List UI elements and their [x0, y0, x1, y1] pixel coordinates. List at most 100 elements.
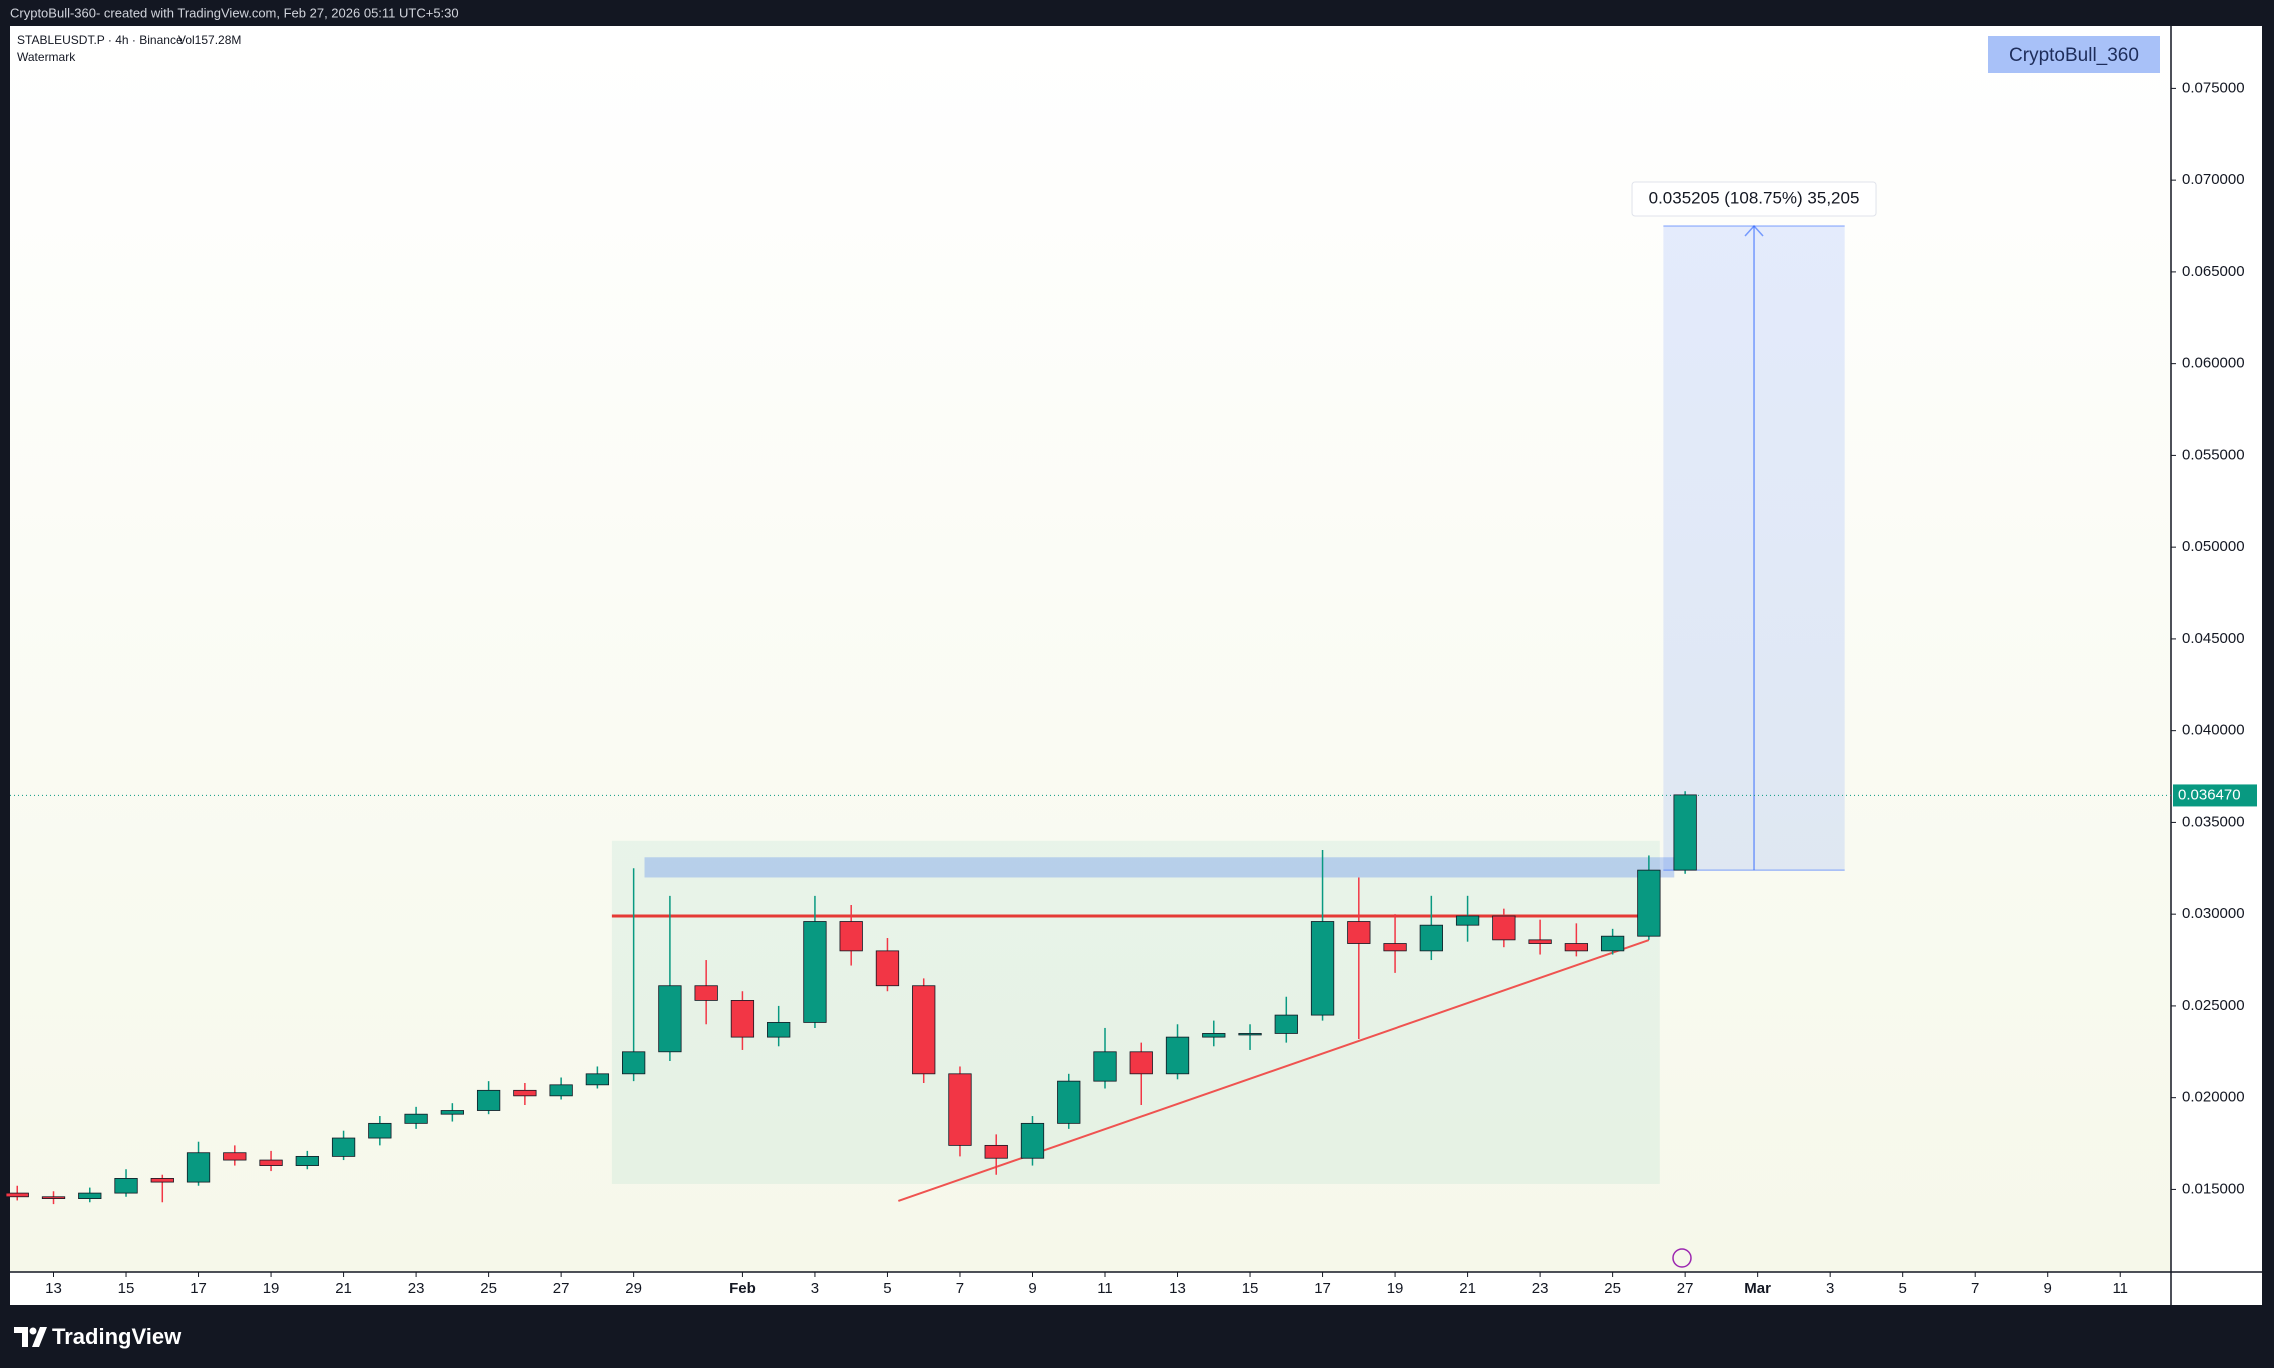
legend-indicator: Watermark [17, 50, 76, 64]
candle-body [585, 1073, 610, 1086]
candle-body [875, 950, 900, 987]
x-tick-label: 21 [335, 1280, 352, 1297]
candle-body [440, 1110, 464, 1115]
x-tick-label: 25 [1604, 1280, 1621, 1297]
candle-body [1093, 1051, 1117, 1082]
badge [1988, 36, 2160, 73]
badge-text: CryptoBull_360 [2009, 45, 2139, 66]
x-tick-label: 3 [811, 1280, 819, 1297]
x-tick-label: 3 [1826, 1280, 1834, 1297]
candle-body [694, 985, 718, 1001]
x-tick-label: 11 [2112, 1280, 2128, 1297]
candle-body [767, 1022, 791, 1038]
y-tick-label: 0.055000 [2182, 446, 2245, 463]
x-tick-label: 27 [553, 1280, 570, 1297]
candle-body [1347, 921, 1371, 944]
candle-body [1383, 943, 1407, 952]
candle-body [150, 1178, 174, 1183]
time-axis [10, 1272, 2171, 1305]
x-tick-label: 15 [1242, 1280, 1259, 1297]
candle-body [658, 985, 682, 1053]
candle-body [368, 1122, 392, 1139]
x-tick-label: 7 [1971, 1280, 1979, 1297]
candle-body [1492, 915, 1516, 941]
candle-body [1528, 939, 1552, 944]
plot-area [10, 26, 2171, 1272]
y-tick-label: 0.015000 [2182, 1180, 2245, 1197]
candle-body [476, 1089, 501, 1111]
plot-layer: 0.035205 (108.75%) 35,205 [5, 181, 2171, 1205]
x-tick-label: 17 [190, 1280, 207, 1297]
candle-body [1165, 1036, 1190, 1075]
candle-body [730, 1000, 755, 1038]
candle-body [1020, 1122, 1045, 1159]
y-tick-label: 0.050000 [2182, 538, 2245, 555]
y-tick-label: 0.035000 [2182, 813, 2245, 830]
value-area [611, 840, 1660, 1184]
candle-body [295, 1155, 319, 1166]
legend-volume: Vol157.28M [178, 33, 241, 47]
x-tick-label: 9 [2044, 1280, 2052, 1297]
y-tick-label: 0.060000 [2182, 355, 2245, 372]
candle-body [186, 1152, 211, 1183]
candle-body [549, 1084, 573, 1097]
candle-body [1274, 1014, 1298, 1034]
x-tick-label: 25 [480, 1280, 497, 1297]
candle-body [1419, 924, 1443, 952]
supply-zone [644, 857, 1675, 878]
y-tick-label: 0.045000 [2182, 630, 2245, 647]
candle-body [331, 1137, 356, 1157]
y-tick-label: 0.075000 [2182, 79, 2245, 96]
x-tick-label: 23 [1532, 1280, 1549, 1297]
candle-body [1238, 1033, 1262, 1036]
bottom-bar [0, 1305, 2274, 1368]
last-price-box [2173, 784, 2257, 807]
candle-body [1673, 794, 1697, 871]
x-tick-label: 27 [1677, 1280, 1694, 1297]
candle-body [114, 1178, 138, 1194]
x-tick-label: Mar [1744, 1280, 1771, 1297]
x-tick-label: 21 [1459, 1280, 1476, 1297]
candle-body [948, 1073, 972, 1146]
candle-body [404, 1113, 428, 1124]
candle-body [803, 921, 827, 1023]
candle-body [622, 1051, 646, 1075]
x-tick-label: 13 [45, 1280, 62, 1297]
measure-label: 0.035205 (108.75%) 35,205 [1649, 189, 1860, 208]
candle-body [1600, 935, 1625, 952]
y-tick-label: 0.030000 [2182, 905, 2245, 922]
event-icon [1672, 1248, 1692, 1268]
candle-body [513, 1089, 537, 1097]
candle-body [984, 1144, 1008, 1159]
candle-body [5, 1192, 29, 1198]
y-tick-label: 0.040000 [2182, 722, 2245, 739]
candle-body [259, 1159, 283, 1166]
candle-body [839, 921, 863, 952]
candle-body [78, 1192, 102, 1199]
candle-body [1637, 869, 1661, 937]
y-tick-label: 0.025000 [2182, 997, 2245, 1014]
x-tick-label: 23 [408, 1280, 425, 1297]
x-tick-label: 9 [1028, 1280, 1036, 1297]
candle-body [1455, 915, 1480, 926]
measure-label-box [1631, 181, 1877, 217]
x-tick-label: Feb [729, 1280, 756, 1297]
candle-body [223, 1152, 247, 1161]
candle-body [1564, 943, 1589, 952]
legend-symbol: STABLEUSDT.P · 4h · Binance [17, 33, 183, 47]
candle-body [1202, 1033, 1226, 1038]
x-tick-label: 7 [956, 1280, 964, 1297]
y-tick-label: 0.065000 [2182, 263, 2245, 280]
price-axis [2171, 26, 2262, 1305]
x-tick-label: 29 [625, 1280, 642, 1297]
x-tick-label: 5 [1899, 1280, 1907, 1297]
y-tick-label: 0.020000 [2182, 1089, 2245, 1106]
top-bar [0, 0, 2274, 26]
last-price-label: 0.036470 [2178, 786, 2241, 803]
header-text: CryptoBull-360- created with TradingView… [10, 5, 459, 20]
candle-body [1129, 1051, 1153, 1075]
candle-body [912, 985, 936, 1075]
x-tick-label: 19 [263, 1280, 280, 1297]
x-tick-label: 13 [1169, 1280, 1186, 1297]
